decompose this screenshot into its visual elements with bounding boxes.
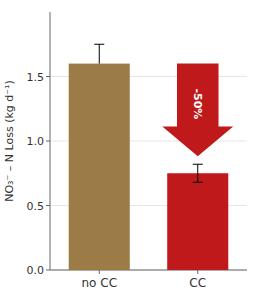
bar	[69, 64, 130, 270]
y-tick	[46, 270, 50, 271]
chart: 0.0 0.5 1.0 1.5 NO₃⁻ – N Loss (kg d⁻¹) no CC C…	[0, 0, 257, 300]
y-tick-label: 0.5	[27, 200, 45, 213]
y-axis-label: NO₃⁻ – N Loss (kg d⁻¹)	[3, 80, 16, 202]
arrow	[162, 64, 233, 157]
annotation: -50%	[191, 88, 204, 119]
y-tick-label: 1.0	[27, 135, 45, 148]
y-tick	[46, 76, 50, 77]
error-bar	[94, 44, 104, 63]
x-tick-label: no CC	[81, 276, 117, 290]
error-bar	[193, 164, 203, 182]
x-tick	[197, 270, 198, 274]
x-tick	[99, 270, 100, 274]
y-tick-label: 1.5	[27, 71, 45, 84]
x-tick-label: CC	[189, 276, 206, 290]
bar	[167, 173, 228, 270]
y-axis	[50, 12, 51, 270]
y-tick-label: 0.0	[27, 264, 45, 277]
y-tick	[46, 141, 50, 142]
y-tick	[46, 205, 50, 206]
